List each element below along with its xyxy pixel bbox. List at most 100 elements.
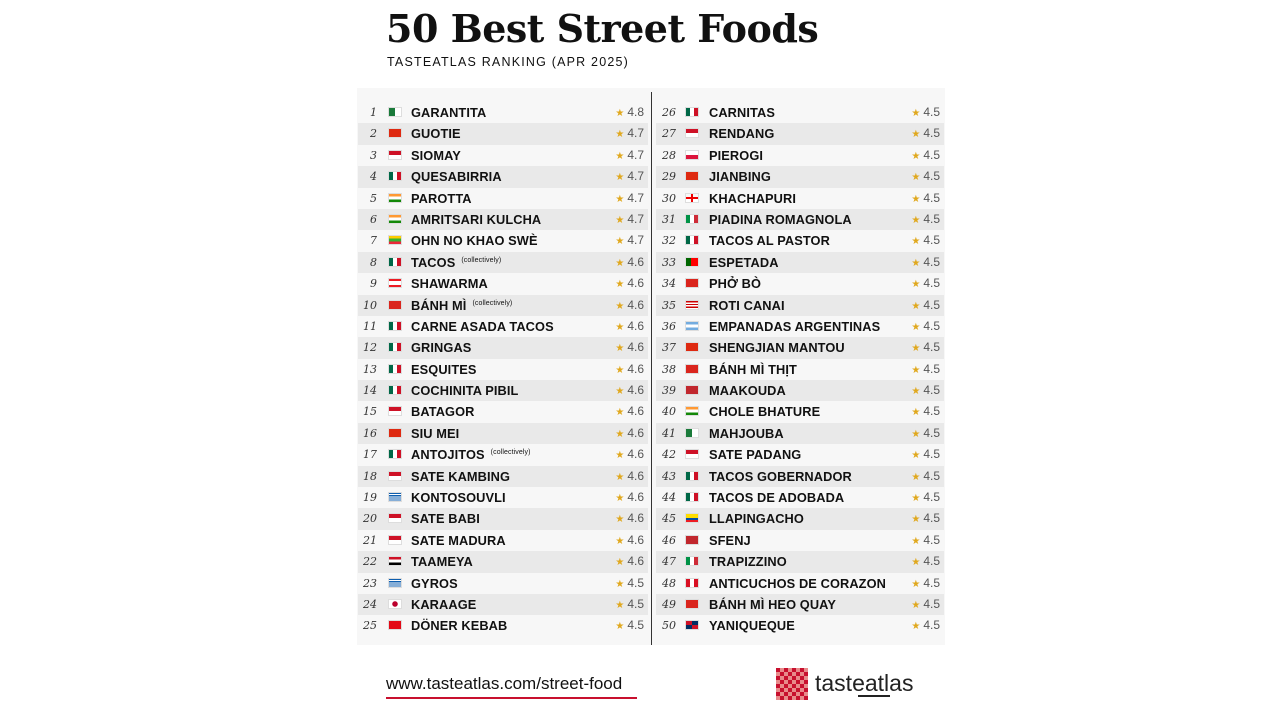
logo-cell bbox=[800, 696, 804, 700]
rating-value: 4.6 bbox=[627, 511, 644, 526]
rating: ★ 4.7 bbox=[615, 145, 644, 167]
food-name: DÖNER KEBAB bbox=[411, 615, 507, 636]
ranking-row: 47 TRAPIZZINO ★ 4.5 bbox=[656, 551, 944, 573]
star-icon: ★ bbox=[911, 621, 921, 633]
rating: ★ 4.5 bbox=[911, 166, 940, 188]
star-icon: ★ bbox=[911, 493, 921, 505]
food-name: SIU MEI bbox=[411, 423, 459, 444]
food-name: TAAMEYA bbox=[411, 551, 473, 572]
food-name: YANIQUEQUE bbox=[709, 615, 795, 636]
rating-value: 4.5 bbox=[923, 596, 940, 611]
rating-value: 4.6 bbox=[627, 554, 644, 569]
rating: ★ 4.5 bbox=[911, 466, 940, 488]
food-name-text: CARNITAS bbox=[709, 105, 775, 120]
star-icon: ★ bbox=[615, 407, 625, 419]
ranking-row: 31 PIADINA ROMAGNOLA ★ 4.5 bbox=[656, 208, 944, 231]
food-name-text: GYROS bbox=[411, 575, 458, 591]
rating-value: 4.5 bbox=[923, 211, 940, 226]
logo-cell bbox=[792, 680, 796, 684]
cn-flag-icon bbox=[388, 128, 402, 139]
rating: ★ 4.5 bbox=[911, 444, 940, 466]
logo-cell bbox=[784, 696, 788, 700]
rating: ★ 4.5 bbox=[911, 594, 940, 616]
food-name: JIANBING bbox=[709, 166, 771, 187]
logo-cell bbox=[788, 692, 792, 696]
rating-value: 4.5 bbox=[923, 126, 940, 141]
mx-flag-icon bbox=[685, 107, 699, 117]
rank-number: 4 bbox=[370, 170, 377, 184]
food-name: ESPETADA bbox=[709, 252, 779, 273]
food-name-text: RENDANG bbox=[709, 126, 775, 142]
rank-number: 33 bbox=[662, 255, 676, 269]
rating-value: 4.5 bbox=[923, 276, 940, 291]
ranking-row: 24 KARAAGE ★ 4.5 bbox=[358, 593, 648, 616]
food-name-text: SATE PADANG bbox=[709, 447, 802, 463]
logo-cell bbox=[784, 688, 788, 692]
ranking-row: 4 QUESABIRRIA ★ 4.7 bbox=[358, 166, 648, 188]
star-icon: ★ bbox=[911, 471, 921, 483]
tasteatlas-logo-text: tasteatlas bbox=[815, 670, 913, 697]
food-name: KHACHAPURI bbox=[709, 188, 796, 209]
rank-number: 44 bbox=[662, 491, 676, 505]
rank-number: 25 bbox=[363, 619, 377, 633]
food-name: ANTOJITOS (collectively) bbox=[411, 444, 531, 465]
food-name-text: TACOS AL PASTOR bbox=[709, 233, 830, 249]
food-name-text: BÁNH MÌ bbox=[411, 297, 467, 313]
ge-flag-icon bbox=[685, 192, 699, 203]
star-icon: ★ bbox=[615, 578, 625, 590]
ranking-row: 40 CHOLE BHATURE ★ 4.5 bbox=[656, 401, 944, 422]
ranking-row: 36 EMPANADAS ARGENTINAS ★ 4.5 bbox=[656, 316, 944, 337]
food-name-text: PIEROGI bbox=[709, 147, 764, 163]
rank-number: 17 bbox=[363, 448, 377, 462]
rating: ★ 4.7 bbox=[615, 166, 644, 188]
link-underline bbox=[386, 697, 637, 699]
ma-flag-icon bbox=[685, 534, 699, 545]
dz-flag-icon bbox=[388, 107, 402, 117]
food-name: BATAGOR bbox=[411, 401, 475, 422]
rating-value: 4.5 bbox=[627, 575, 644, 590]
star-icon: ★ bbox=[615, 493, 625, 505]
mm-flag-icon bbox=[388, 235, 402, 246]
id-flag-icon bbox=[388, 406, 402, 417]
logo-cell bbox=[796, 692, 800, 696]
rank-number: 46 bbox=[662, 533, 676, 547]
logo-cell bbox=[804, 668, 808, 672]
food-name-text: AMRITSARI KULCHA bbox=[411, 211, 542, 227]
ranking-row: 25 DÖNER KEBAB ★ 4.5 bbox=[358, 615, 648, 636]
website-link[interactable]: www.tasteatlas.com/street-food bbox=[386, 674, 623, 693]
logo-cell bbox=[792, 688, 796, 692]
rank-number: 50 bbox=[662, 619, 676, 633]
rating: ★ 4.5 bbox=[911, 401, 940, 423]
rating-value: 4.5 bbox=[923, 254, 940, 269]
food-name-text: GUOTIE bbox=[411, 126, 461, 142]
id-flag-icon bbox=[388, 149, 402, 160]
ranking-row: 9 SHAWARMA ★ 4.6 bbox=[358, 273, 648, 294]
food-name-text: SHAWARMA bbox=[411, 276, 488, 292]
logo-cell bbox=[792, 692, 796, 696]
food-name: ESQUITES bbox=[411, 359, 477, 380]
rank-number: 48 bbox=[662, 576, 676, 590]
food-name-text: SATE KAMBING bbox=[411, 468, 511, 484]
rating: ★ 4.6 bbox=[615, 551, 644, 573]
rank-number: 30 bbox=[662, 191, 676, 205]
rating: ★ 4.5 bbox=[615, 615, 644, 637]
logo-cell bbox=[796, 668, 800, 672]
star-icon: ★ bbox=[615, 257, 625, 269]
food-name: SATE KAMBING bbox=[411, 466, 510, 487]
food-name: TRAPIZZINO bbox=[709, 551, 787, 572]
ec-flag-icon bbox=[685, 513, 699, 524]
gr-flag-icon bbox=[388, 577, 402, 588]
logo-cell bbox=[780, 672, 784, 676]
rating-value: 4.6 bbox=[627, 254, 644, 269]
rank-number: 18 bbox=[363, 469, 377, 483]
rank-number: 38 bbox=[662, 362, 676, 376]
lb-flag-icon bbox=[388, 278, 402, 289]
ranking-row: 11 CARNE ASADA TACOS ★ 4.6 bbox=[358, 316, 648, 337]
logo-cell bbox=[796, 696, 800, 700]
rank-number: 9 bbox=[370, 277, 377, 291]
star-icon: ★ bbox=[911, 599, 921, 611]
rank-number: 22 bbox=[363, 555, 377, 569]
food-name-text: PHỞ BÒ bbox=[709, 276, 762, 292]
mx-flag-icon bbox=[388, 342, 402, 353]
logo-cell bbox=[788, 688, 792, 692]
